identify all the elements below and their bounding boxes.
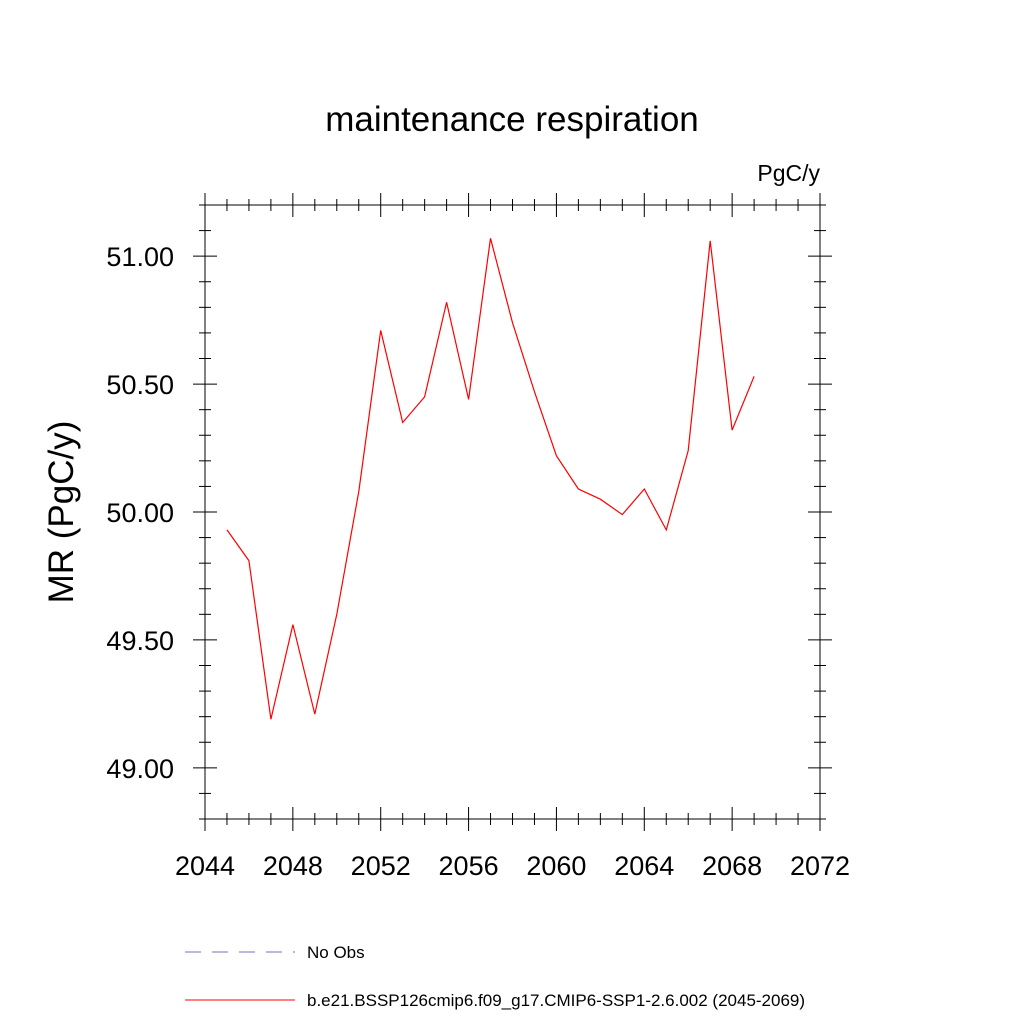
series-lines <box>226 238 755 720</box>
y-tick-label: 49.00 <box>106 754 174 784</box>
plot-frame <box>204 204 821 820</box>
tick-labels: 2044 2048 2052 2056 2060 2064 2068 2072 49.00 49.… <box>106 242 850 881</box>
legend: No Obs b.e21.BSSP126cmip6.f09_g17.CMIP6-S… <box>185 943 805 1010</box>
x-tick-label: 2068 <box>702 851 762 881</box>
series-line <box>226 238 755 720</box>
y-tick-label: 50.00 <box>106 498 174 528</box>
legend-label: No Obs <box>307 943 365 962</box>
x-tick-label: 2064 <box>614 851 674 881</box>
legend-label: b.e21.BSSP126cmip6.f09_g17.CMIP6-SSP1-2.… <box>307 991 805 1010</box>
units-label: PgC/y <box>757 160 820 186</box>
chart-title: maintenance respiration <box>325 100 699 139</box>
x-tick-label: 2052 <box>351 851 411 881</box>
x-tick-label: 2060 <box>526 851 586 881</box>
y-tick-label: 49.50 <box>106 626 174 656</box>
y-tick-label: 50.50 <box>106 370 174 400</box>
x-tick-label: 2048 <box>263 851 323 881</box>
x-tick-label: 2056 <box>439 851 499 881</box>
y-axis-label: MR (PgC/y) <box>42 421 81 604</box>
x-tick-label: 2044 <box>175 851 235 881</box>
y-tick-label: 51.00 <box>106 242 174 272</box>
axis-ticks <box>193 193 832 831</box>
x-tick-label: 2072 <box>790 851 850 881</box>
